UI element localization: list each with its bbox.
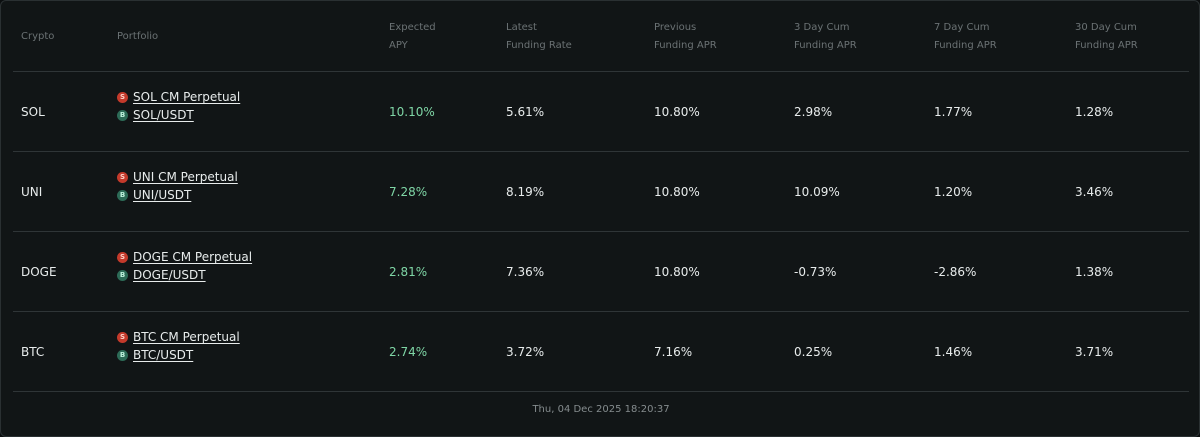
perpetual-badge-icon: S	[117, 171, 128, 183]
latest-funding-rate-value: 3.72%	[506, 345, 545, 359]
perpetual-badge-icon: S	[117, 91, 128, 103]
spot-pair-link[interactable]: DOGE/USDT	[133, 268, 206, 282]
crypto-symbol: BTC	[21, 345, 45, 359]
7day-cum-value: 1.20%	[934, 185, 973, 199]
row-divider	[13, 71, 1189, 72]
30day-cum-value: 1.28%	[1075, 105, 1114, 119]
perpetual-link[interactable]: SOL CM Perpetual	[133, 90, 241, 104]
table-row: SOL S SOL CM Perpetual B SOL/USDT 10.10%…	[1, 72, 1200, 152]
latest-funding-rate-value: 7.36%	[506, 265, 545, 279]
row-divider	[13, 151, 1189, 152]
portfolio-cell: S BTC CM Perpetual B BTC/USDT	[117, 328, 240, 364]
last-updated-timestamp: Thu, 04 Dec 2025 18:20:37	[532, 404, 670, 415]
perpetual-link[interactable]: BTC CM Perpetual	[133, 330, 240, 344]
previous-funding-apr-value: 7.16%	[654, 345, 693, 359]
spot-pair-link[interactable]: SOL/USDT	[133, 108, 194, 122]
row-divider	[13, 311, 1189, 312]
expected-apy-value: 7.28%	[389, 185, 428, 199]
header-30day-cum-funding-apr: 30 Day Cum Funding APR	[1075, 22, 1138, 51]
header-latest-funding-rate: Latest Funding Rate	[506, 22, 572, 51]
previous-funding-apr-value: 10.80%	[654, 105, 700, 119]
spot-badge-icon: B	[117, 349, 128, 361]
perpetual-link[interactable]: DOGE CM Perpetual	[133, 250, 253, 264]
header-previous-funding-apr: Previous Funding APR	[654, 22, 717, 51]
spot-badge-icon: B	[117, 269, 128, 281]
header-portfolio: Portfolio	[117, 31, 159, 42]
portfolio-cell: S SOL CM Perpetual B SOL/USDT	[117, 88, 240, 124]
7day-cum-value: 1.46%	[934, 345, 973, 359]
3day-cum-value: 2.98%	[794, 105, 833, 119]
expected-apy-value: 10.10%	[389, 105, 435, 119]
row-divider	[13, 391, 1189, 392]
table-row: UNI S UNI CM Perpetual B UNI/USDT 7.28% …	[1, 152, 1200, 232]
crypto-symbol: DOGE	[21, 265, 57, 279]
perpetual-badge-icon: S	[117, 251, 128, 263]
3day-cum-value: 0.25%	[794, 345, 833, 359]
previous-funding-apr-value: 10.80%	[654, 185, 700, 199]
7day-cum-value: -2.86%	[934, 265, 977, 279]
perpetual-badge-icon: S	[117, 331, 128, 343]
spot-badge-icon: B	[117, 189, 128, 201]
expected-apy-value: 2.81%	[389, 265, 428, 279]
table-row: DOGE S DOGE CM Perpetual B DOGE/USDT 2.8…	[1, 232, 1200, 312]
portfolio-cell: S UNI CM Perpetual B UNI/USDT	[117, 168, 238, 204]
spot-pair-link[interactable]: UNI/USDT	[133, 188, 192, 202]
spot-pair-link[interactable]: BTC/USDT	[133, 348, 194, 362]
7day-cum-value: 1.77%	[934, 105, 973, 119]
header-expected-apy: Expected APY	[389, 22, 436, 51]
latest-funding-rate-value: 5.61%	[506, 105, 545, 119]
30day-cum-value: 3.71%	[1075, 345, 1114, 359]
3day-cum-value: 10.09%	[794, 185, 840, 199]
30day-cum-value: 1.38%	[1075, 265, 1114, 279]
perpetual-link[interactable]: UNI CM Perpetual	[133, 170, 238, 184]
crypto-symbol: SOL	[21, 105, 45, 119]
table-header: Crypto Portfolio Expected APY Latest Fun…	[1, 1, 1200, 71]
table-row: BTC S BTC CM Perpetual B BTC/USDT 2.74% …	[1, 312, 1200, 392]
header-3day-cum-funding-apr: 3 Day Cum Funding APR	[794, 22, 857, 51]
crypto-symbol: UNI	[21, 185, 43, 199]
spot-badge-icon: B	[117, 109, 128, 121]
previous-funding-apr-value: 10.80%	[654, 265, 700, 279]
expected-apy-value: 2.74%	[389, 345, 428, 359]
header-7day-cum-funding-apr: 7 Day Cum Funding APR	[934, 22, 997, 51]
latest-funding-rate-value: 8.19%	[506, 185, 545, 199]
3day-cum-value: -0.73%	[794, 265, 837, 279]
30day-cum-value: 3.46%	[1075, 185, 1114, 199]
row-divider	[13, 231, 1189, 232]
header-crypto: Crypto	[21, 31, 55, 42]
portfolio-cell: S DOGE CM Perpetual B DOGE/USDT	[117, 248, 252, 284]
